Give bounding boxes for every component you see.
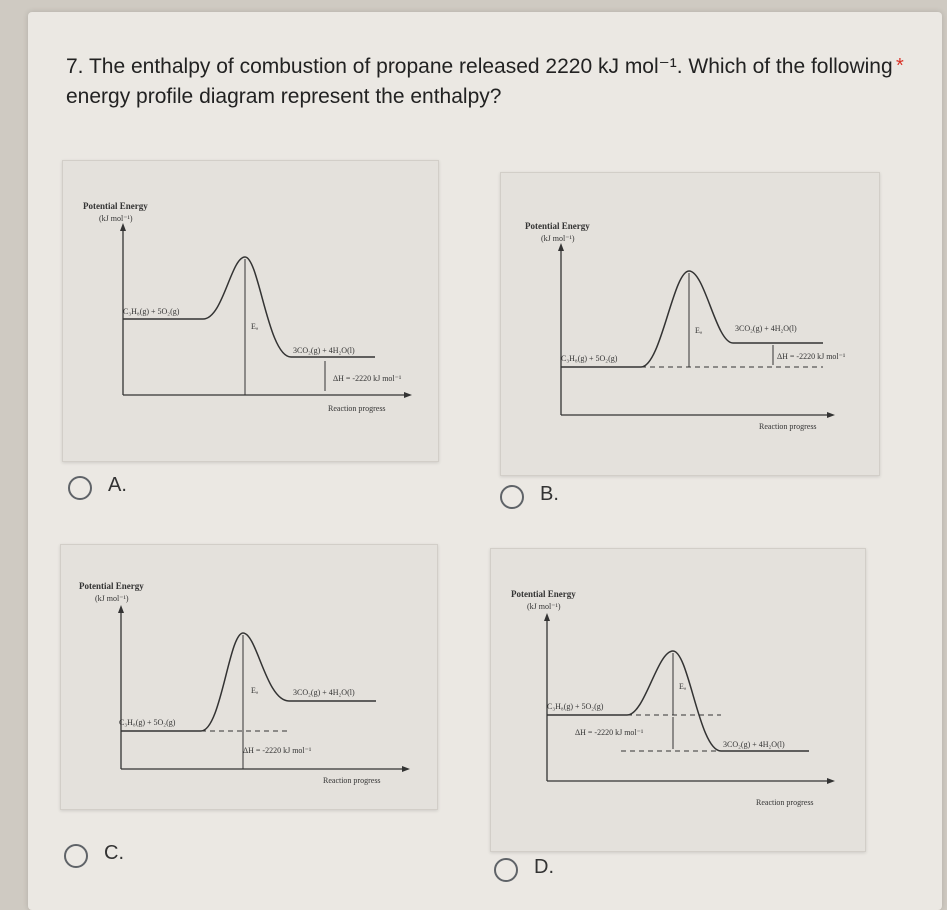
y-axis-label: Potential Energy [511,589,576,599]
x-axis-label: Reaction progress [323,776,381,785]
diagram-b: Potential Energy (kJ mol⁻¹) C₃H₈(g) + 5O… [500,172,880,476]
diagram-d-svg: Potential Energy (kJ mol⁻¹) C₃H₈(g) + 5O… [511,589,835,807]
y-axis-unit: (kJ mol⁻¹) [527,602,561,611]
x-axis-arrow [827,778,835,784]
y-axis-unit: (kJ mol⁻¹) [95,594,129,603]
option-a-label[interactable]: A. [108,474,127,496]
diagram-a: Potential Energy (kJ mol⁻¹) C₃H₈(g) + 5O… [62,160,439,462]
option-c-label[interactable]: C. [104,842,124,864]
x-axis-arrow [404,392,412,398]
diagram-a-svg: Potential Energy (kJ mol⁻¹) C₃H₈(g) + 5O… [83,201,412,413]
option-b-radio[interactable] [500,485,524,509]
energy-curve [121,632,376,732]
reactants-label: C₃H₈(g) + 5O₂(g) [561,354,618,363]
diagram-c-svg: Potential Energy (kJ mol⁻¹) C₃H₈(g) + 5O… [79,581,410,785]
energy-curve [547,650,809,752]
products-label: 3CO₂(g) + 4H₂O(l) [293,688,355,697]
x-axis-label: Reaction progress [328,404,386,413]
x-axis-label: Reaction progress [759,422,817,431]
y-axis-arrow [558,243,564,251]
y-axis-arrow [544,613,550,621]
ea-label: Eₐ [251,686,259,695]
delta-h-label: ΔH = -2220 kJ mol⁻¹ [243,746,312,755]
reactants-label: C₃H₈(g) + 5O₂(g) [123,307,180,316]
question-text: 7. The enthalpy of combustion of propane… [66,55,893,108]
y-axis-label: Potential Energy [525,221,590,231]
option-d-radio[interactable] [494,858,518,882]
ea-label: Eₐ [251,322,259,331]
diagram-b-svg: Potential Energy (kJ mol⁻¹) C₃H₈(g) + 5O… [525,221,846,431]
y-axis-arrow [118,605,124,613]
ea-label: Eₐ [679,682,687,691]
energy-curve [123,256,375,358]
option-c-radio[interactable] [64,844,88,868]
reactants-label: C₃H₈(g) + 5O₂(g) [547,702,604,711]
diagram-d: Potential Energy (kJ mol⁻¹) C₃H₈(g) + 5O… [490,548,866,852]
option-b-label[interactable]: B. [540,483,559,505]
required-marker: * [896,55,904,77]
x-axis-arrow [827,412,835,418]
y-axis-label: Potential Energy [79,581,144,591]
delta-h-label: ΔH = -2220 kJ mol⁻¹ [777,352,846,361]
y-axis-unit: (kJ mol⁻¹) [99,214,133,223]
y-axis-label: Potential Energy [83,201,148,211]
option-a-radio[interactable] [68,476,92,500]
ea-label: Eₐ [695,326,703,335]
y-axis-unit: (kJ mol⁻¹) [541,234,575,243]
products-label: 3CO₂(g) + 4H₂O(l) [735,324,797,333]
diagram-c: Potential Energy (kJ mol⁻¹) C₃H₈(g) + 5O… [60,544,438,810]
delta-h-label: ΔH = -2220 kJ mol⁻¹ [575,728,644,737]
x-axis-arrow [402,766,410,772]
reactants-label: C₃H₈(g) + 5O₂(g) [119,718,176,727]
products-label: 3CO₂(g) + 4H₂O(l) [723,740,785,749]
products-label: 3CO₂(g) + 4H₂O(l) [293,346,355,355]
energy-curve [561,270,823,368]
delta-h-label: ΔH = -2220 kJ mol⁻¹ [333,374,402,383]
x-axis-label: Reaction progress [756,798,814,807]
y-axis-arrow [120,223,126,231]
option-d-label[interactable]: D. [534,856,554,878]
